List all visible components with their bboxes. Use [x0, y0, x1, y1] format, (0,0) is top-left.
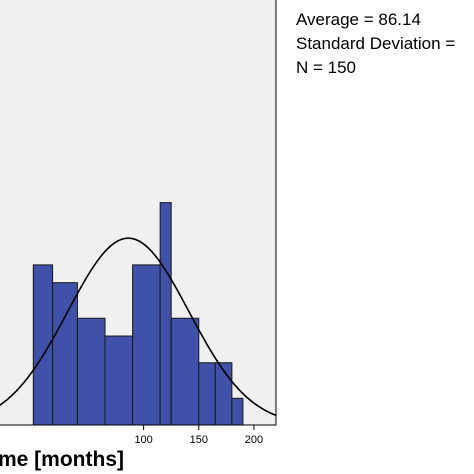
histogram-bar-5: [159, 202, 172, 426]
bars: [32, 202, 244, 426]
x-tick-label-2: 200: [245, 434, 263, 446]
x-axis-ticks: 100 150 200: [134, 425, 263, 446]
x-tick-label-0: 100: [134, 434, 152, 446]
x-axis-label: me [months]: [0, 448, 124, 471]
histogram-bar-3: [104, 335, 134, 426]
stat-std-dev: Standard Deviation =: [296, 34, 455, 53]
stat-average: Average = 86.14: [296, 10, 421, 29]
histogram-bar-7: [198, 362, 216, 426]
normal-curve-line: [0, 237, 277, 417]
histogram-bar-6: [170, 317, 200, 426]
histogram-bar-1: [52, 282, 78, 426]
histogram-bar-8: [214, 362, 233, 426]
histogram-bar-2: [76, 317, 106, 426]
stat-n: N = 150: [296, 58, 356, 77]
histogram-bar-4: [132, 264, 161, 426]
histogram-bar-9: [231, 397, 244, 426]
x-tick-label-1: 150: [190, 434, 208, 446]
